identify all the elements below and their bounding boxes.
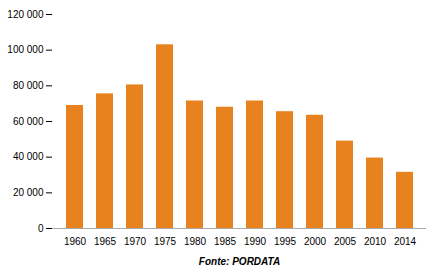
svg-text:0: 0	[38, 223, 44, 234]
svg-text:1960: 1960	[64, 236, 87, 247]
svg-text:20 000: 20 000	[13, 187, 44, 198]
svg-text:1970: 1970	[124, 236, 147, 247]
svg-text:100 000: 100 000	[7, 44, 44, 55]
svg-text:2005: 2005	[334, 236, 357, 247]
svg-text:40 000: 40 000	[13, 151, 44, 162]
svg-text:2000: 2000	[304, 236, 327, 247]
svg-text:1975: 1975	[154, 236, 177, 247]
svg-text:Fonte: PORDATA: Fonte: PORDATA	[199, 256, 280, 267]
svg-text:60 000: 60 000	[13, 116, 44, 127]
svg-text:120 000: 120 000	[7, 9, 44, 20]
svg-text:1995: 1995	[274, 236, 297, 247]
svg-text:80 000: 80 000	[13, 80, 44, 91]
svg-text:1965: 1965	[94, 236, 117, 247]
svg-text:1985: 1985	[214, 236, 237, 247]
svg-text:2010: 2010	[364, 236, 387, 247]
svg-text:1990: 1990	[244, 236, 267, 247]
svg-text:1980: 1980	[184, 236, 207, 247]
svg-text:2014: 2014	[394, 236, 417, 247]
